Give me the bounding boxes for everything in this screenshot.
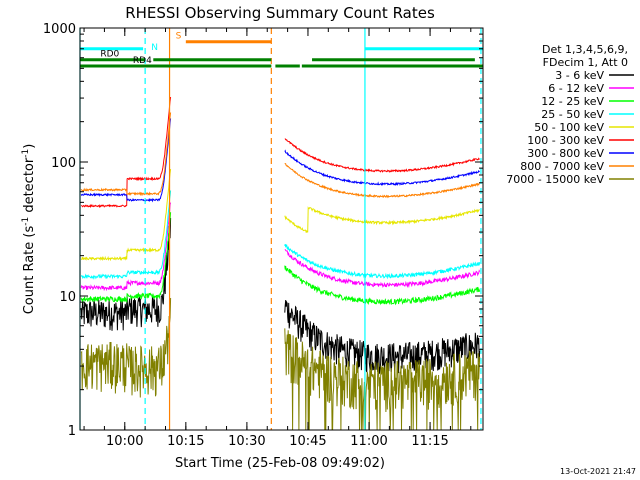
y-tick-label: 1000 [43, 22, 76, 37]
status-bar-label: S [176, 32, 182, 42]
legend-header: Det 1,3,4,5,6,9, [542, 43, 628, 56]
legend-entry-label: 100 - 300 keV [527, 134, 604, 147]
status-bar-label: RD0 [100, 50, 119, 60]
y-axis-label-end: ) [22, 144, 37, 149]
legend-header: FDecim 1, Att 0 [543, 56, 628, 69]
x-tick-label: 10:15 [167, 434, 204, 449]
y-axis: 1 10 100 1000 [43, 22, 483, 439]
x-tick-label: 11:00 [350, 434, 387, 449]
y-axis-label-main: Count Rate (s [22, 226, 37, 315]
chart-title: RHESSI Observing Summary Count Rates [125, 4, 435, 22]
x-tick-label: 10:00 [106, 434, 143, 449]
x-tick-label: 11:15 [411, 434, 448, 449]
y-tick-label: 10 [59, 290, 76, 305]
y-axis-label-mid: detector [22, 157, 37, 217]
series-line [80, 118, 480, 203]
legend: Det 1,3,4,5,6,9,FDecim 1, Att 03 - 6 keV… [506, 43, 634, 186]
legend-entry-label: 25 - 50 keV [541, 108, 604, 121]
legend-entry-label: 3 - 6 keV [555, 69, 604, 82]
y-axis-label: Count Rate (s-1 detector-1) [21, 144, 37, 315]
x-tick-label: 10:45 [289, 434, 326, 449]
series-line [80, 112, 480, 199]
legend-entry-label: 800 - 7000 keV [520, 160, 604, 173]
legend-entry-label: 12 - 25 keV [541, 95, 604, 108]
y-axis-label-sup1: -1 [21, 217, 31, 226]
legend-entry-label: 300 - 800 keV [527, 147, 604, 160]
x-axis-label: Start Time (25-Feb-08 09:49:02) [175, 456, 385, 471]
x-axis: 10:00 10:15 10:30 10:45 11:00 11:15 [83, 28, 472, 449]
series-line [81, 169, 480, 262]
series-line [80, 212, 481, 306]
x-tick-label: 10:30 [228, 434, 265, 449]
status-bar-label: N [151, 43, 158, 53]
footer-timestamp: 13-Oct-2021 21:47 [560, 467, 636, 476]
status-bar-label: RD4 [133, 56, 152, 66]
legend-entry-label: 6 - 12 keV [548, 82, 604, 95]
series-line [80, 190, 481, 281]
y-tick-label: 1 [68, 424, 76, 439]
y-tick-label: 100 [51, 156, 76, 171]
series-line [80, 202, 481, 292]
legend-entry-label: 50 - 100 keV [534, 121, 604, 134]
series-line [81, 96, 480, 209]
plot-area: S N RD0 RD4 [79, 28, 483, 431]
plot-frame [79, 27, 484, 431]
y-axis-label-sup2: -1 [21, 149, 31, 158]
legend-entry-label: 7000 - 15000 keV [506, 173, 604, 186]
series-line [80, 217, 481, 374]
series-line [80, 297, 481, 431]
